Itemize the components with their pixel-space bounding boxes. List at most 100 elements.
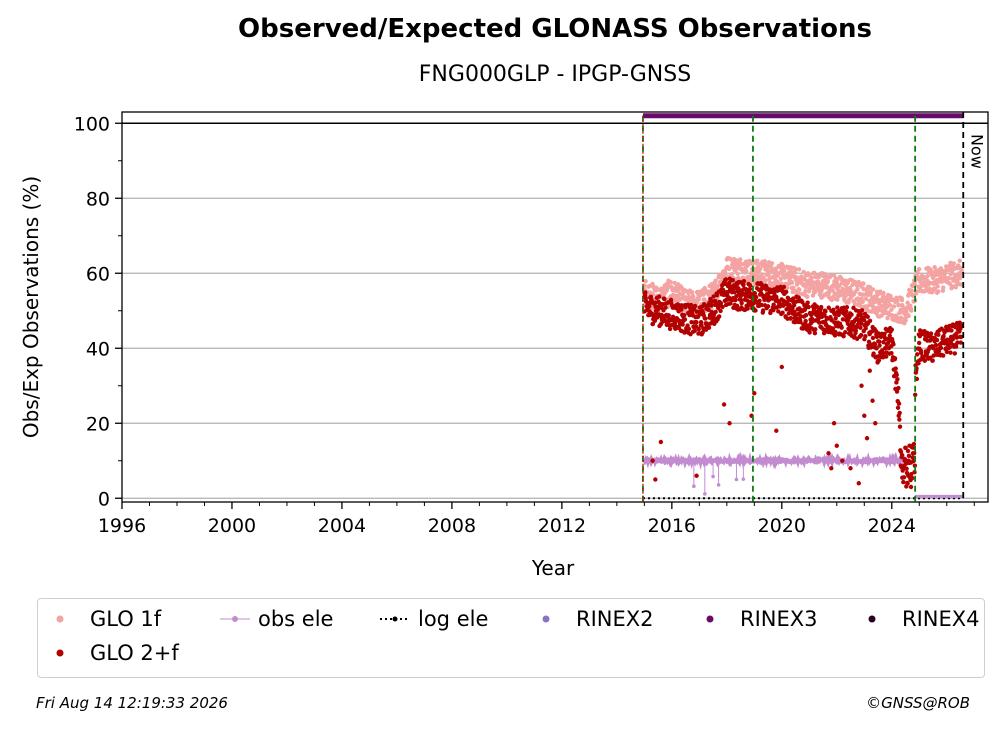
series-glo2f-point: [859, 308, 865, 313]
series-obs-ele-point: [692, 484, 696, 488]
series-glo2f-point: [867, 368, 872, 373]
series-glo1f-point: [766, 269, 771, 274]
series-glo2f-point: [781, 303, 786, 308]
series-glo1f-point: [887, 302, 893, 308]
series-glo2f-point: [895, 377, 900, 382]
series-glo1f-point: [959, 268, 964, 273]
series-glo1f-point: [912, 282, 918, 287]
series-glo2f-point: [760, 308, 766, 313]
legend-item: log ele: [380, 607, 488, 631]
series-glo1f-point: [690, 294, 696, 299]
series-glo2f-point: [734, 293, 739, 299]
series-glo2f-point: [889, 350, 894, 356]
series-glo1f-point: [661, 286, 666, 292]
series-glo2f-point: [648, 294, 654, 300]
series-glo2f-point: [849, 312, 854, 317]
series-glo2f-point: [930, 358, 935, 363]
series-glo2f-point: [717, 314, 722, 319]
series-glo2f-point: [931, 345, 936, 351]
series-glo2f-point: [910, 475, 915, 481]
series-glo2f-point: [643, 290, 648, 295]
series-glo2f-point: [955, 340, 960, 345]
series-glo1f-point: [696, 297, 701, 302]
series-glo2f-point: [730, 278, 735, 283]
series-glo2f-point: [913, 392, 918, 397]
series-glo2f-point: [822, 312, 827, 318]
series-glo2f-point: [853, 328, 859, 333]
chart-svg: 0 20 40 60 80 100 1996 2000 2004 2008 2012 2016 2020…: [19, 111, 989, 580]
series-glo2f-point: [859, 383, 864, 388]
series-glo2f-point: [905, 448, 911, 454]
chart-title: Observed/Expected GLONASS Observations: [238, 14, 872, 44]
series-glo2f-point: [871, 351, 876, 356]
series-glo1f-point: [781, 264, 786, 269]
series-obs-ele-point: [734, 477, 739, 482]
series-glo2f-point: [876, 331, 881, 336]
series-glo1f-point: [868, 290, 873, 295]
series-glo2f-point: [748, 283, 753, 288]
x-tick-label: 2012: [538, 515, 586, 537]
series-glo2f-point: [753, 294, 759, 300]
series-glo2f-point: [952, 351, 957, 356]
x-tick-label: 2004: [318, 515, 366, 537]
x-tick-label: 2024: [868, 515, 916, 537]
series-glo2f-point: [947, 344, 953, 350]
series-glo1f-point: [654, 285, 659, 290]
series-glo2f-point: [944, 349, 950, 355]
series-glo2f-point: [771, 308, 776, 313]
series-glo1f-point: [797, 287, 802, 293]
series-glo2f-point: [882, 331, 887, 337]
series-glo2f-point: [658, 439, 664, 445]
legend-item: RINEX4: [864, 607, 980, 631]
series-glo2f-point: [859, 321, 864, 326]
series-glo1f-point: [789, 280, 795, 285]
series-glo2f-point: [936, 349, 942, 354]
series-glo2f-point: [844, 309, 849, 314]
legend-label: GLO 2+f: [90, 641, 179, 665]
series-glo2f-point: [803, 312, 809, 318]
series-glo2f-point: [835, 305, 840, 310]
series-glo2f-point: [713, 309, 718, 315]
now-label: Now: [967, 134, 986, 169]
series-glo1f-point: [895, 298, 900, 304]
series-glo2f-point: [694, 320, 699, 325]
series-glo1f-point: [818, 282, 824, 287]
series-glo1f-point: [784, 285, 790, 290]
series-glo2f-point: [887, 333, 892, 338]
series-glo2f-point: [718, 301, 724, 306]
series-glo2f-point: [882, 345, 888, 351]
series-glo2f-point: [733, 297, 738, 303]
series-glo1f-point: [871, 304, 876, 310]
series-glo2f-point: [790, 296, 796, 301]
footer-credit: ©GNSS@ROB: [866, 694, 970, 712]
series-glo1f-point: [942, 270, 948, 276]
series-glo2f-point: [655, 307, 661, 312]
series-glo1f-point: [702, 297, 707, 302]
series-glo1f-point: [854, 283, 860, 288]
series-glo2f-point: [844, 305, 850, 310]
x-tick-label: 2016: [648, 515, 696, 537]
series-glo2f-point: [650, 458, 655, 463]
legend-label: RINEX4: [902, 607, 980, 631]
series-glo2f-point: [752, 391, 757, 396]
series-glo2f-point: [662, 296, 667, 302]
series-glo2f-point: [885, 340, 891, 345]
series-obs-ele-point: [711, 474, 715, 479]
series-glo2f-point: [813, 327, 818, 332]
series-glo1f-point: [796, 267, 802, 272]
series-glo2f-point: [682, 317, 688, 322]
series-glo2f-point: [686, 326, 692, 332]
series-glo2f-point: [682, 313, 687, 318]
series-glo1f-point: [861, 281, 866, 286]
series-glo2f-point: [840, 317, 846, 322]
series-glo1f-point: [899, 297, 905, 303]
series-glo2f-point: [938, 345, 944, 351]
series-glo1f-point: [881, 290, 886, 296]
legend-item: obs ele: [220, 607, 333, 631]
series-glo2f-point: [861, 317, 867, 323]
y-tick-label: 80: [86, 188, 110, 210]
legend-label: log ele: [418, 607, 489, 631]
x-axis-label: Year: [531, 556, 575, 580]
series-glo2f-point: [796, 295, 801, 300]
series-glo2f-point: [895, 405, 901, 410]
